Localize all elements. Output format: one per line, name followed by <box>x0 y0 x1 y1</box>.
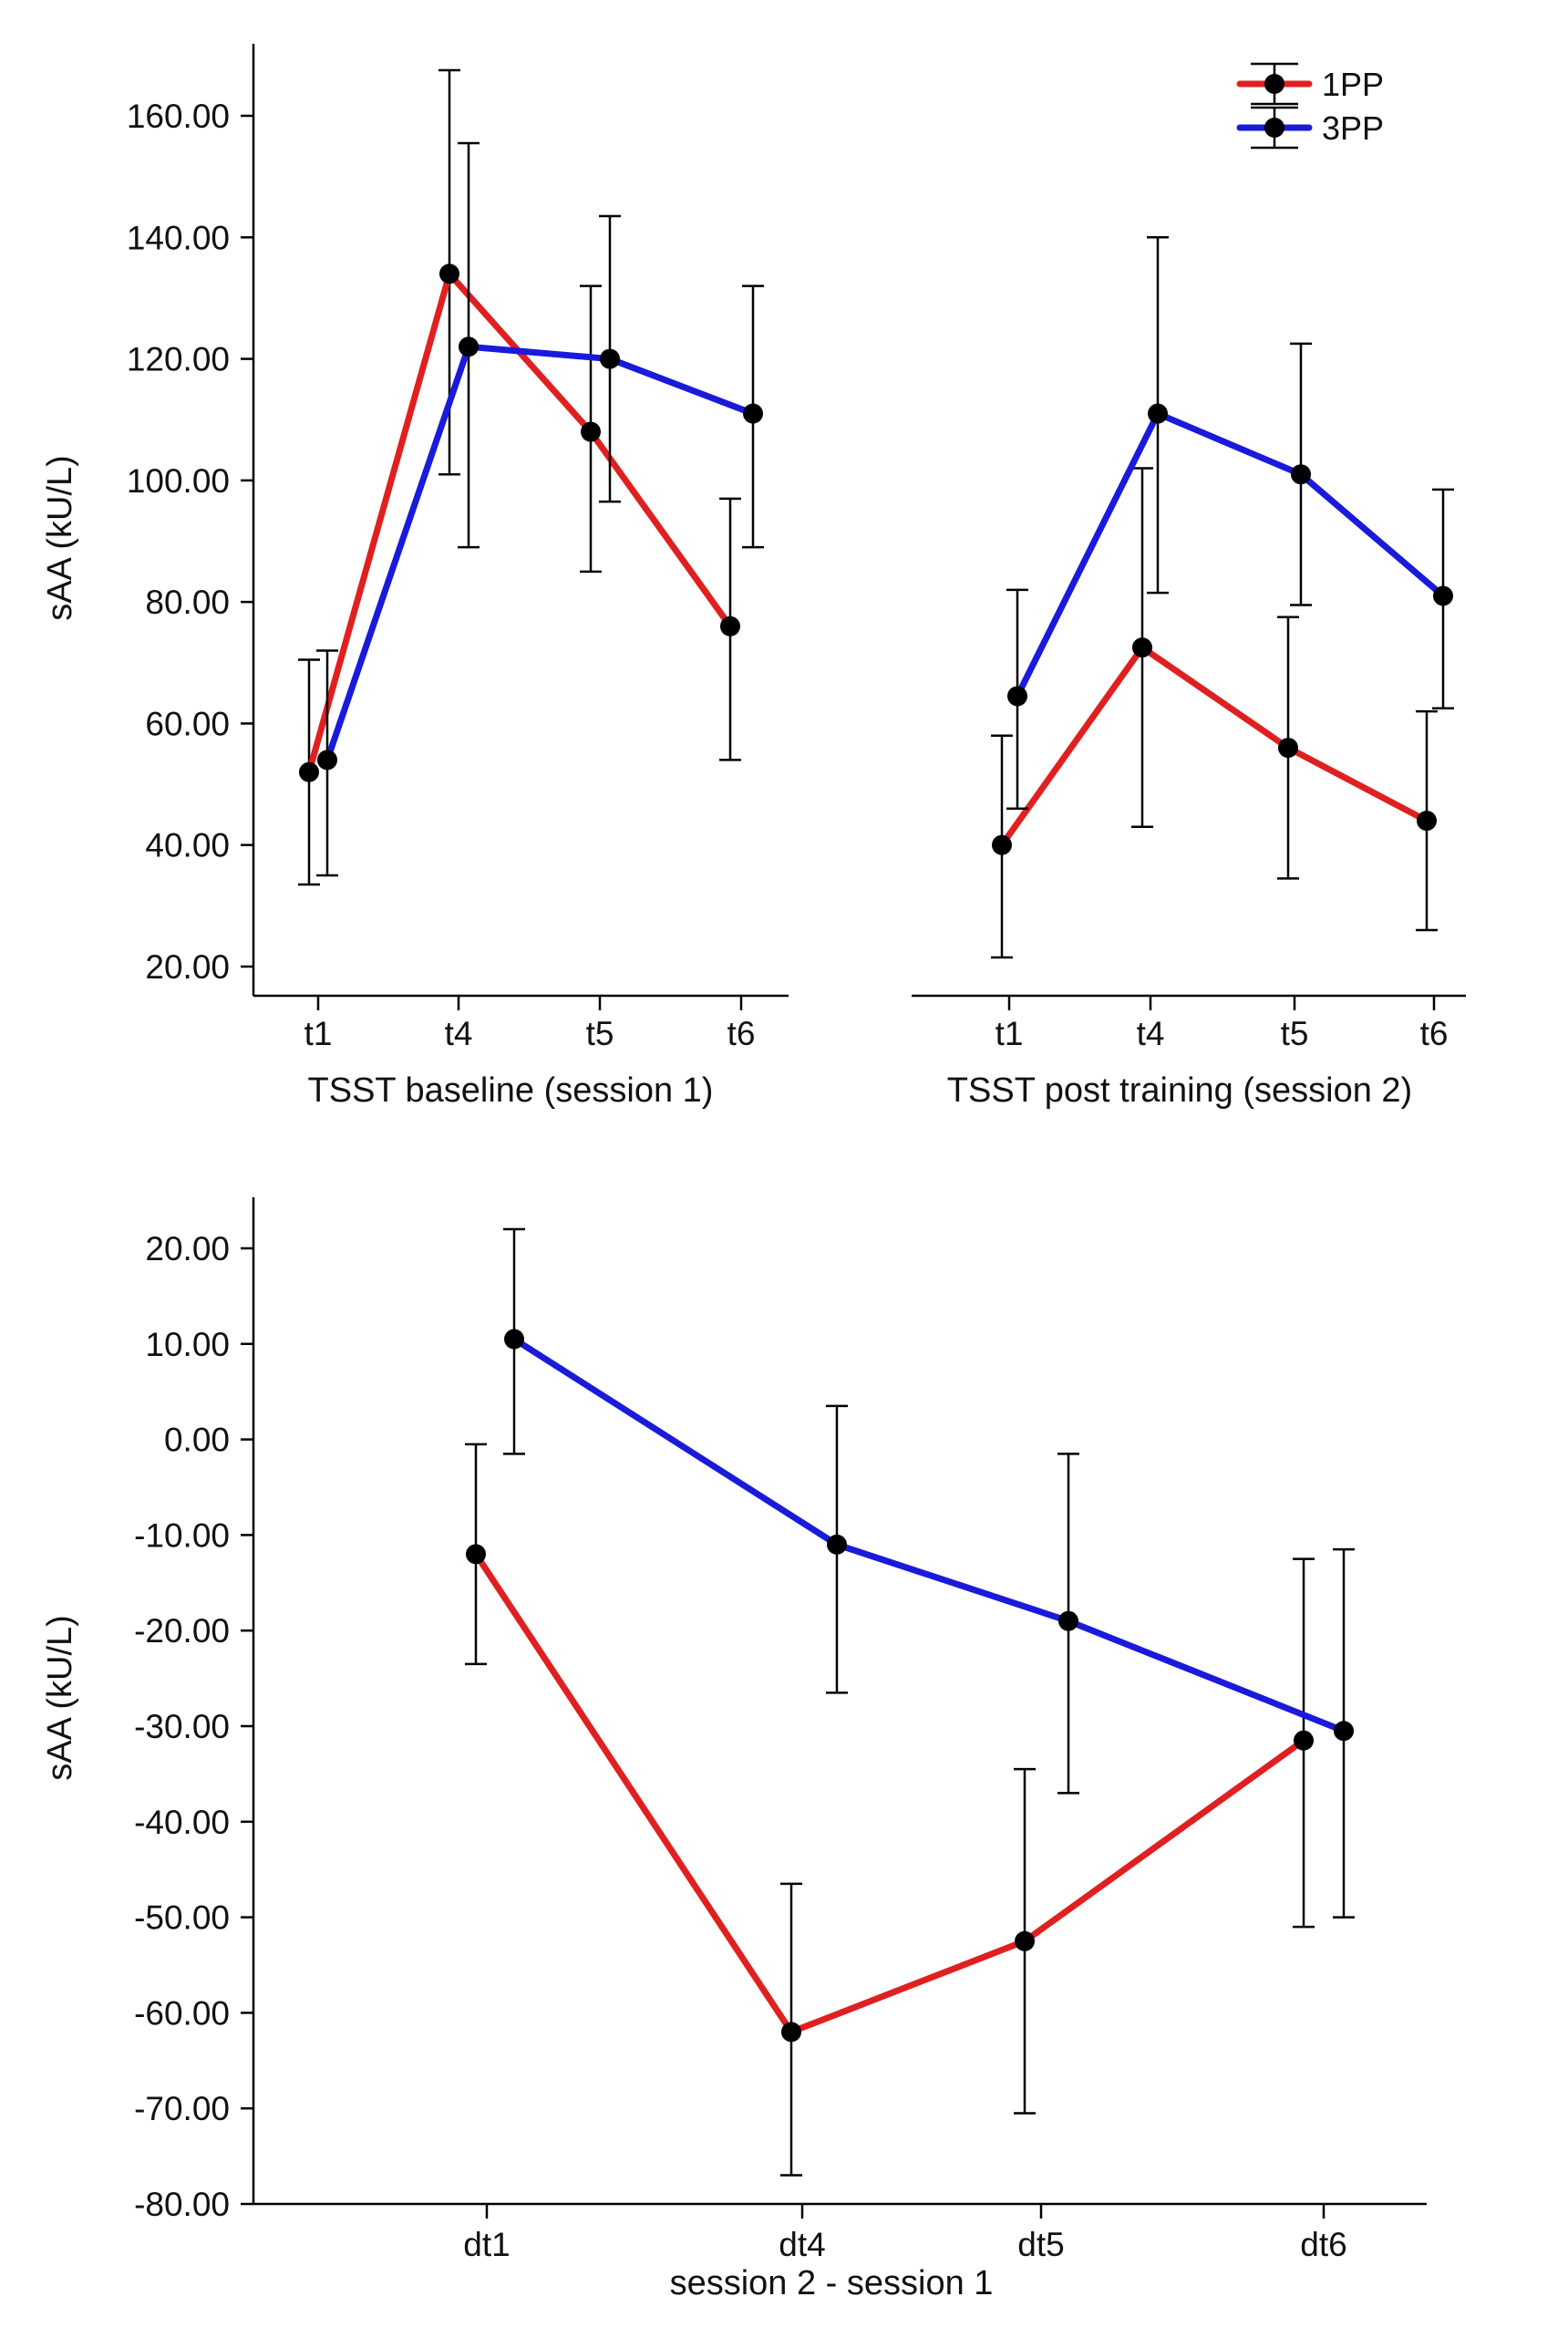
series-line <box>324 343 757 763</box>
data-point <box>1291 464 1311 485</box>
y-tick-label: -70.00 <box>134 2090 230 2127</box>
y-tick-label: 100.00 <box>127 462 230 500</box>
y-tick-label: -30.00 <box>134 1708 230 1745</box>
legend-entry-3PP: 3PP <box>1236 106 1384 150</box>
data-point <box>743 403 763 424</box>
x-tick-label: t4 <box>1137 1015 1165 1052</box>
series-line <box>472 1550 1307 2035</box>
x-tick-label: dt5 <box>1017 2226 1064 2263</box>
chart-panel-diff: 20.00 10.00 0.00 -10.00 -20.00 -30.00 -40.00 -5… <box>41 1197 1427 2302</box>
x-tick-label: t1 <box>995 1015 1024 1052</box>
data-point <box>1294 1730 1314 1751</box>
y-tick-label: 80.00 <box>145 584 230 621</box>
data-point <box>1015 1930 1035 1951</box>
y-tick-label: -20.00 <box>134 1612 230 1650</box>
series-line <box>1014 410 1447 699</box>
y-tick-label: 20.00 <box>145 948 230 986</box>
data-point <box>1433 585 1453 606</box>
data-point <box>1148 403 1168 424</box>
series-line <box>511 1336 1347 1734</box>
y-tick-label: -10.00 <box>134 1516 230 1554</box>
y-tick-label: 120.00 <box>127 341 230 378</box>
x-tick-label: t6 <box>1420 1015 1449 1052</box>
data-point <box>581 421 601 442</box>
series-3PP <box>503 1227 1355 1919</box>
x-tick-label: dt6 <box>1300 2226 1346 2263</box>
data-point <box>466 1544 486 1565</box>
x-tick-label: t6 <box>727 1015 756 1052</box>
data-point <box>1058 1610 1078 1631</box>
y-tick-label: 20.00 <box>145 1230 230 1267</box>
x-axis-title: session 2 - session 1 <box>670 2264 994 2302</box>
y-tick-label: -50.00 <box>134 1899 230 1937</box>
data-point <box>1417 811 1437 832</box>
chart-panel-baseline: 20.00 40.00 60.00 80.00 100.00 120.00 140.00 16… <box>41 44 789 1110</box>
legend-label: 3PP <box>1322 109 1384 147</box>
data-point <box>1007 686 1027 707</box>
y-tick-label: 40.00 <box>145 827 230 864</box>
x-tick-label: t5 <box>1281 1015 1309 1052</box>
y-tick-label: -60.00 <box>134 1994 230 2032</box>
x-axis-title: TSST baseline (session 1) <box>308 1071 714 1110</box>
data-point <box>827 1534 847 1555</box>
data-point <box>600 348 620 369</box>
legend-marker <box>1264 74 1284 94</box>
x-tick-label: dt1 <box>463 2226 510 2263</box>
data-point <box>1278 738 1298 759</box>
x-tick-label: t4 <box>445 1015 473 1052</box>
y-tick-label: 140.00 <box>127 219 230 256</box>
data-point <box>1334 1721 1354 1742</box>
y-axis-title: sAA (kU/L) <box>41 1615 79 1781</box>
series-1PP <box>991 467 1438 959</box>
y-tick-label: 0.00 <box>164 1422 230 1459</box>
series-3PP <box>1006 236 1454 810</box>
data-point <box>504 1329 524 1350</box>
data-point <box>992 834 1012 855</box>
x-axis-title: TSST post training (session 2) <box>947 1071 1412 1110</box>
y-tick-label: 160.00 <box>127 98 230 135</box>
series-1PP <box>465 1443 1315 2177</box>
series-1PP <box>298 68 741 886</box>
series-3PP <box>316 141 764 877</box>
data-point <box>720 616 740 636</box>
data-point <box>1132 637 1152 658</box>
legend-entry-1PP: 1PP <box>1236 62 1384 106</box>
series-line <box>998 644 1430 849</box>
data-point <box>317 750 337 771</box>
legend-label: 1PP <box>1322 66 1384 103</box>
x-tick-label: t1 <box>304 1015 333 1052</box>
data-point <box>459 336 479 357</box>
x-tick-label: t5 <box>586 1015 614 1052</box>
y-tick-label: -40.00 <box>134 1804 230 1841</box>
x-tick-label: dt4 <box>779 2226 825 2263</box>
data-point <box>299 761 319 782</box>
y-tick-label: 10.00 <box>145 1326 230 1363</box>
y-tick-label: -80.00 <box>134 2186 230 2223</box>
y-axis-title: sAA (kU/L) <box>41 455 79 621</box>
data-point <box>439 264 459 284</box>
data-point <box>781 2022 801 2043</box>
y-tick-label: 60.00 <box>145 705 230 742</box>
legend-marker <box>1264 118 1284 138</box>
